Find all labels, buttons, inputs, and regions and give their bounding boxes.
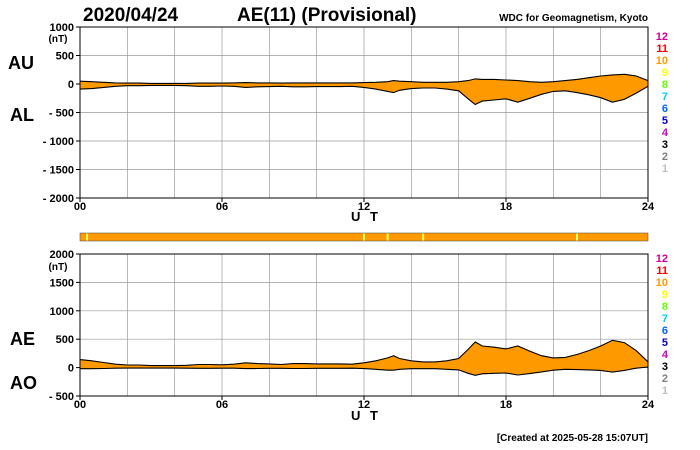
au-al-y-tick-label: - 2000 — [43, 193, 74, 205]
station-legend-item: 5 — [662, 115, 668, 127]
station-legend-item: 5 — [662, 337, 668, 349]
ae-ao-unit-label: (nT) — [49, 262, 68, 273]
au-al-unit-label: (nT) — [49, 34, 68, 45]
station-legend-item: 10 — [656, 55, 668, 67]
au-al-x-axis-label: U T — [351, 209, 381, 224]
station-legend-item: 9 — [662, 289, 668, 301]
series-line-au — [79, 73, 649, 84]
plot-title: AE(11) (Provisional) — [237, 5, 417, 26]
series-line-ao — [80, 366, 649, 376]
au-al-grid — [80, 27, 648, 198]
ae-ao-y-tick-label: 500 — [56, 334, 74, 346]
au-al-y-tick-label: 0 — [68, 79, 74, 91]
ae-ao-x-axis-label: U T — [351, 408, 381, 423]
au-al-y-tick-label: - 1000 — [43, 136, 74, 148]
station-legend-item: 4 — [662, 349, 669, 361]
plot-date: 2020/04/24 — [83, 5, 179, 26]
station-legend-item: 3 — [662, 361, 668, 373]
station-legend-item: 2 — [662, 373, 668, 385]
au-al-x-tick-label: 06 — [216, 201, 228, 213]
data-availability-bar — [79, 232, 649, 242]
station-legend-item: 6 — [662, 325, 668, 337]
availability-mark — [422, 233, 425, 241]
au-label: AU — [8, 53, 34, 73]
ae-ao-x-tick-label: 18 — [500, 399, 512, 411]
station-legend-item: 1 — [662, 163, 668, 175]
au-al-y-tick-label: 500 — [56, 51, 74, 63]
au-al-x-tick-label: 00 — [74, 201, 86, 213]
ae-label: AE — [10, 329, 35, 349]
station-legend-item: 12 — [656, 253, 668, 265]
ae-ao-y-tick-label: 2000 — [50, 249, 74, 261]
availability-mark — [86, 233, 89, 241]
station-legend-item: 4 — [662, 127, 669, 139]
au-al-plot-frame — [79, 26, 649, 199]
station-legend-item: 7 — [662, 313, 668, 325]
station-legend-item: 3 — [662, 139, 668, 151]
station-legend-item: 8 — [662, 79, 668, 91]
series-line-al — [79, 84, 649, 106]
ae-ao-x-tick-label: 00 — [74, 399, 86, 411]
au-al-y-tick-label: - 1500 — [43, 165, 74, 177]
organization-label: WDC for Geomagnetism, Kyoto — [499, 13, 648, 24]
station-legend-item: 2 — [662, 151, 668, 163]
station-legend-item: 9 — [662, 67, 668, 79]
au-al-y-tick-label: 1000 — [50, 22, 74, 34]
availability-mark — [363, 233, 365, 241]
station-legend-item: 12 — [656, 31, 668, 43]
au-al-x-ticks: 00 06 12 18 24 — [74, 198, 655, 213]
ae-ao-y-tick-label: 0 — [68, 363, 74, 375]
station-legend-item: 6 — [662, 103, 668, 115]
availability-mark — [386, 233, 389, 241]
ao-label: AO — [10, 373, 37, 393]
station-legend-item: 7 — [662, 91, 668, 103]
station-legend-item: 1 — [662, 385, 668, 397]
station-legend-item: 10 — [656, 277, 668, 289]
ae-ao-y-tick-label: 1500 — [50, 277, 74, 289]
al-label: AL — [10, 105, 34, 125]
ae-ao-x-tick-label: 06 — [216, 399, 228, 411]
ae-ao-grid — [80, 254, 648, 396]
ae-ao-x-tick-label: 24 — [642, 399, 655, 411]
created-timestamp: [Created at 2025-05-28 15:07UT] — [497, 433, 648, 444]
au-al-x-tick-label: 18 — [500, 201, 512, 213]
station-legend-item: 11 — [656, 265, 668, 277]
ae-ao-area — [79, 339, 649, 376]
ae-ao-plot-frame — [79, 253, 649, 397]
ae-ao-y-tick-label: - 500 — [49, 391, 74, 403]
ae-ao-x-tick-label: 12 — [358, 399, 370, 411]
ae-ao-y-tick-label: 1000 — [50, 306, 74, 318]
availability-mark — [576, 233, 578, 241]
station-legend-item: 8 — [662, 301, 668, 313]
ae-ao-x-ticks: 00 06 12 18 24 — [74, 396, 655, 411]
au-al-x-tick-label: 24 — [642, 201, 655, 213]
au-al-fill-band — [80, 74, 648, 105]
series-line-ae — [79, 339, 649, 367]
station-legend-item: 11 — [656, 43, 668, 55]
au-al-area — [79, 73, 649, 106]
au-al-y-ticks: 1000 500 0 - 500 - 1000 - 1500 - 2000 — [43, 22, 80, 205]
au-al-x-tick-label: 12 — [358, 201, 370, 213]
ae-ao-y-ticks: 2000 1500 1000 500 0 - 500 — [49, 249, 80, 403]
au-al-y-tick-label: - 500 — [49, 108, 74, 120]
